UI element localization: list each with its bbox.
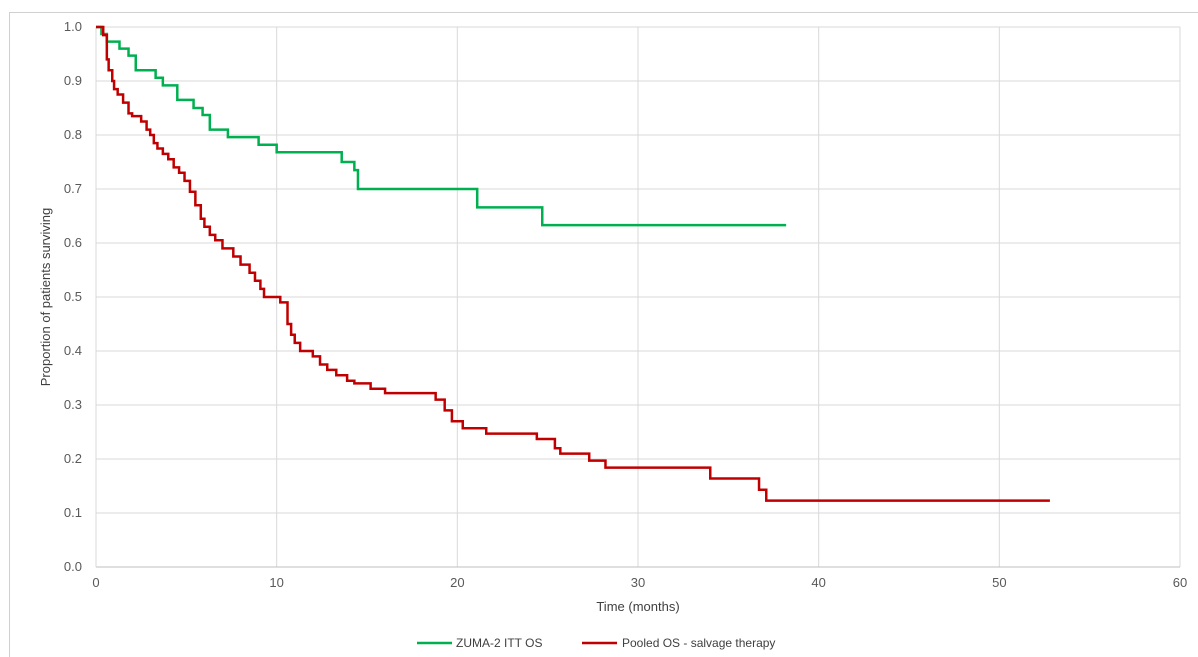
x-tick-label: 50 <box>992 575 1006 590</box>
y-tick-label: 1.0 <box>64 19 82 34</box>
y-tick-label: 0.5 <box>64 289 82 304</box>
x-tick-label: 40 <box>811 575 825 590</box>
y-tick-labels: 0.0 0.1 0.2 0.3 0.4 0.5 0.6 0.7 0.8 0.9 1.0 <box>64 19 82 574</box>
y-tick-label: 0.7 <box>64 181 82 196</box>
legend: ZUMA-2 ITT OS Pooled OS - salvage therapy <box>417 636 775 650</box>
x-tick-label: 60 <box>1173 575 1187 590</box>
y-tick-label: 0.2 <box>64 451 82 466</box>
y-tick-label: 0.3 <box>64 397 82 412</box>
chart-frame <box>9 12 1198 657</box>
x-tick-label: 30 <box>631 575 645 590</box>
y-tick-label: 0.9 <box>64 73 82 88</box>
x-tick-label: 20 <box>450 575 464 590</box>
legend-label: ZUMA-2 ITT OS <box>456 636 542 650</box>
grid-lines <box>96 26 1181 567</box>
x-tick-label: 10 <box>269 575 283 590</box>
x-axis-title: Time (months) <box>596 599 679 614</box>
y-axis-title: Proportion of patients surviving <box>38 208 53 386</box>
legend-label: Pooled OS - salvage therapy <box>622 636 775 650</box>
y-tick-label: 0.1 <box>64 505 82 520</box>
x-tick-labels: 0 10 20 30 40 50 60 <box>92 575 1187 590</box>
x-tick-label: 0 <box>92 575 99 590</box>
series-line-pooled-os-salvage <box>96 25 1050 502</box>
axes <box>95 27 1180 568</box>
series-line-zuma2-itt-os <box>96 25 787 227</box>
y-tick-label: 0.4 <box>64 343 82 358</box>
y-tick-label: 0.0 <box>64 559 82 574</box>
series-lines <box>96 25 1050 502</box>
y-tick-label: 0.6 <box>64 235 82 250</box>
y-tick-label: 0.8 <box>64 127 82 142</box>
